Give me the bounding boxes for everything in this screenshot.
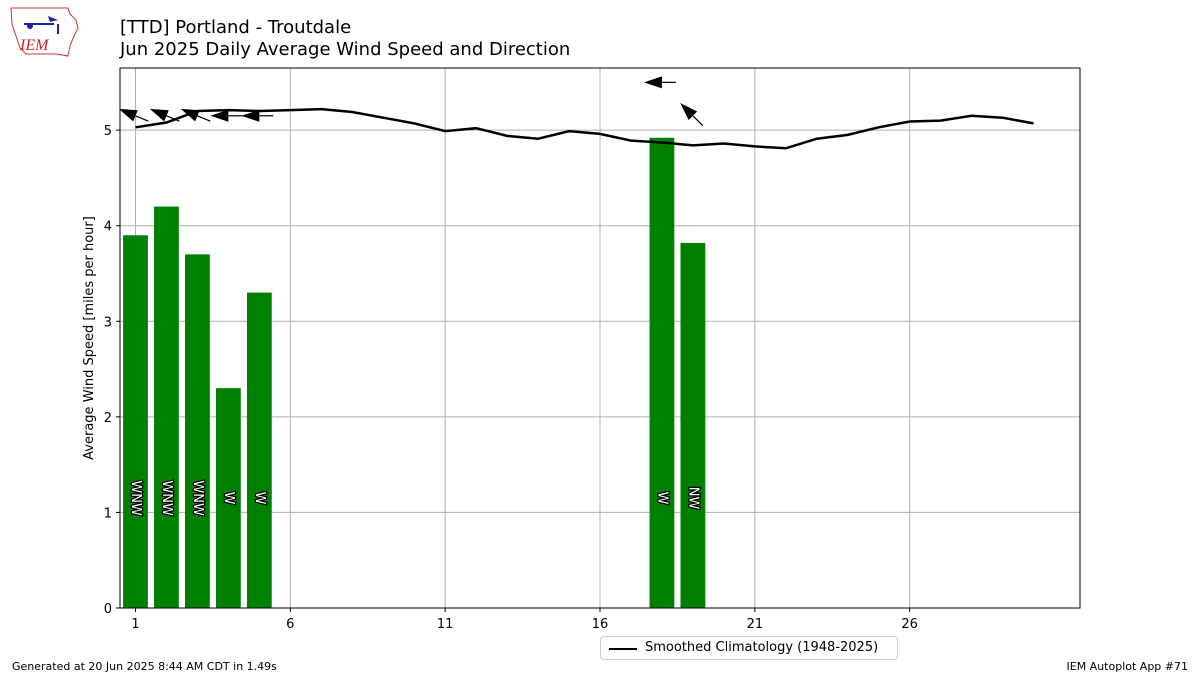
climatology-line: [135, 107, 1034, 150]
wind-arrow-head: [149, 108, 169, 122]
direction-label: W: [221, 492, 236, 505]
y-tick-label: 2: [104, 411, 112, 426]
bars-layer: [123, 137, 706, 609]
y-axis-label: Average Wind Speed [miles per hour]: [82, 216, 97, 460]
direction-label: WNW: [128, 480, 143, 516]
wind-arrow-shaft: [166, 115, 180, 122]
direction-labels-layer: WNW WNW WNW W W W NW: [127, 479, 702, 517]
wind-arrow-shaft: [197, 115, 211, 122]
wind-arrow-icon: [180, 108, 211, 122]
wind-arrow-head: [118, 108, 138, 122]
bar-day-5: [246, 292, 272, 608]
direction-label: NW: [685, 487, 700, 510]
legend: Smoothed Climatology (1948-2025): [600, 636, 898, 660]
y-tick-label: 4: [104, 220, 112, 235]
x-tick-label: 16: [592, 617, 609, 632]
wind-arrow-head: [643, 76, 662, 89]
wind-arrow-icon: [210, 109, 243, 122]
chart-title: [TTD] Portland - Troutdale Jun 2025 Dail…: [120, 17, 570, 61]
legend-label: Smoothed Climatology (1948-2025): [645, 640, 879, 655]
wind-arrow-icon: [680, 103, 704, 127]
y-tick-label: 0: [104, 602, 112, 617]
x-tick-label: 11: [437, 617, 454, 632]
bar-day-19: [680, 242, 706, 608]
wind-arrow-head: [180, 108, 200, 122]
title-line-2: Jun 2025 Daily Average Wind Speed and Di…: [120, 39, 571, 60]
wind-arrow-icon: [149, 108, 180, 122]
wind-arrow-icon: [241, 109, 274, 122]
direction-label: WNW: [159, 480, 174, 516]
bar-day-2: [154, 206, 179, 608]
x-tick-label: 6: [286, 617, 294, 632]
direction-label: W: [252, 492, 267, 505]
x-tick-label: 1: [131, 617, 139, 632]
y-tick-label: 1: [104, 506, 112, 521]
wind-arrow-icon: [118, 108, 149, 122]
bar-day-4: [216, 388, 241, 608]
wind-arrow-shaft: [692, 115, 704, 127]
direction-label: W: [654, 492, 669, 505]
wind-arrow-icon: [643, 76, 676, 89]
bar-day-3: [185, 254, 210, 608]
generated-timestamp: Generated at 20 Jun 2025 8:44 AM CDT in …: [12, 660, 277, 673]
title-line-1: [TTD] Portland - Troutdale: [120, 17, 352, 38]
logo-text: IEM: [19, 37, 50, 54]
direction-label: WNW: [190, 480, 205, 516]
y-tick-label: 5: [104, 124, 112, 139]
iem-logo: IEM: [10, 7, 79, 57]
wind-arrows-layer: [118, 76, 704, 127]
y-tick-label: 3: [104, 315, 112, 330]
wind-arrow-head: [241, 109, 260, 122]
x-tick-label: 21: [747, 617, 764, 632]
x-tick-label: 26: [901, 617, 918, 632]
wind-arrow-head: [680, 103, 698, 121]
legend-line-swatch: [609, 648, 637, 650]
app-label: IEM Autoplot App #71: [1066, 660, 1189, 673]
climatology-layer: [135, 107, 1034, 150]
wind-arrow-head: [210, 109, 229, 122]
bar-day-18: [649, 137, 675, 609]
wind-arrow-shaft: [135, 115, 149, 122]
bar-day-1: [123, 235, 148, 608]
